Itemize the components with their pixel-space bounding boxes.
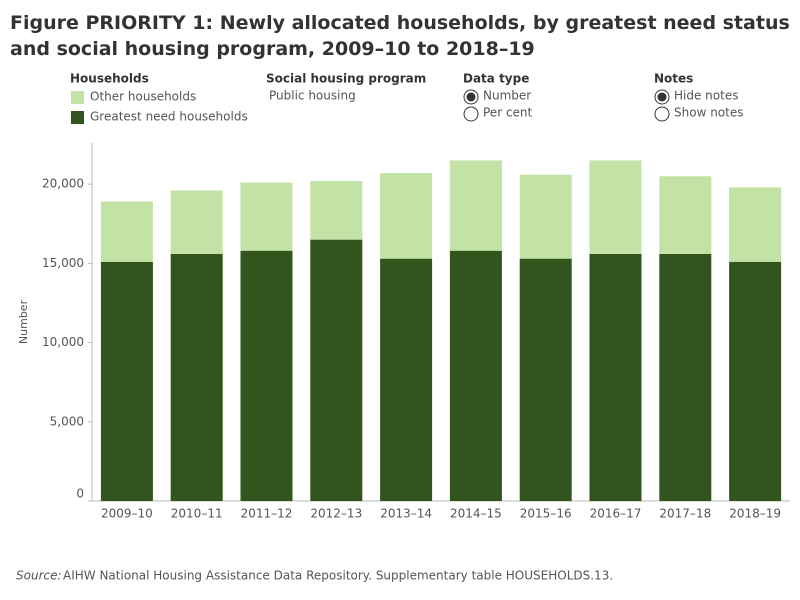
y-axis-label: Number	[17, 299, 30, 344]
y-tick-label: 15,000	[42, 256, 84, 270]
x-tick-label: 2009–10	[101, 507, 153, 521]
radio-label[interactable]: Per cent	[483, 106, 533, 120]
bar-segment	[380, 173, 433, 259]
bar-segment	[519, 174, 572, 259]
source: AIHW National Housing Assistance Data Re…	[63, 569, 613, 583]
radio-label[interactable]: Show notes	[674, 106, 743, 120]
radio-button[interactable]	[463, 106, 479, 122]
bar-segment	[729, 187, 782, 262]
x-tick-label: 2014–15	[450, 507, 502, 521]
bar-segment	[240, 182, 293, 251]
x-tick-label: 2010–11	[171, 507, 223, 521]
bar-segment	[100, 201, 153, 262]
bar-segment	[310, 181, 363, 240]
y-tick-label: 0	[76, 487, 84, 501]
bar-segment	[729, 261, 782, 501]
bar-segment	[659, 253, 712, 501]
x-tick-label: 2016–17	[590, 507, 642, 521]
radio-dot	[466, 92, 476, 102]
x-tick-label: 2017–18	[659, 507, 711, 521]
x-tick-label: 2018–19	[729, 507, 781, 521]
radio-label[interactable]: Hide notes	[674, 89, 738, 103]
x-tick-label: 2015–16	[520, 507, 572, 521]
radio-dot	[657, 92, 667, 102]
bar-segment	[240, 250, 293, 501]
control-title: Notes	[654, 72, 693, 86]
x-tick-label: 2011–12	[241, 507, 293, 521]
bar-segment	[449, 160, 502, 251]
control-title: Data type	[463, 72, 529, 86]
bar-segment	[170, 190, 223, 254]
bar-segment	[659, 176, 712, 254]
legend-label: Greatest need households	[90, 110, 248, 124]
bar-segment	[449, 250, 502, 501]
bar-segment	[310, 239, 363, 502]
bar-segment	[380, 258, 433, 501]
control-option[interactable]: Public housing	[269, 89, 356, 103]
bar-segment	[170, 253, 223, 501]
chart-title: Figure PRIORITY 1: Newly allocated house…	[10, 12, 790, 60]
radio-button[interactable]	[654, 106, 670, 122]
y-tick-label: 10,000	[42, 335, 84, 349]
legend-swatch	[71, 91, 84, 104]
legend-title: Households	[70, 72, 149, 86]
source-label: Source:	[16, 569, 62, 583]
bar-segment	[589, 253, 642, 501]
x-tick-label: 2012–13	[310, 507, 362, 521]
y-tick-label: 20,000	[42, 177, 84, 191]
bar-segment	[519, 258, 572, 501]
control-title: Social housing program	[266, 72, 426, 86]
bar-segment	[589, 160, 642, 254]
x-tick-label: 2013–14	[380, 507, 432, 521]
legend-label: Other households	[90, 90, 196, 104]
radio-label[interactable]: Number	[483, 89, 531, 103]
legend-swatch	[71, 111, 84, 124]
y-tick-label: 5,000	[50, 414, 84, 428]
bar-segment	[100, 261, 153, 501]
